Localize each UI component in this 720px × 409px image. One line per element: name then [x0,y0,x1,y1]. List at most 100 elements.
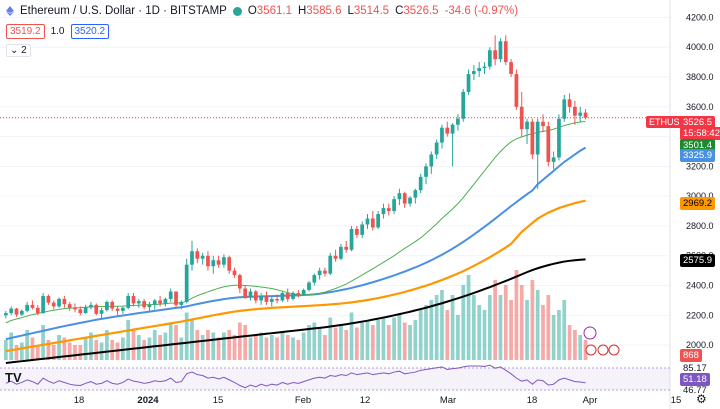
candle [78,309,83,314]
volume-bar [14,345,19,360]
candle [567,99,572,107]
volume-bar [264,337,269,360]
quantity-value[interactable]: 1.0 [50,26,65,37]
candle [264,295,269,302]
volume-bar [535,290,540,360]
candle [418,176,423,191]
candle [291,292,295,299]
candle [386,208,391,212]
volume-bar [152,330,157,360]
candle [9,308,14,314]
volume-bar [434,295,439,360]
us-flag-event-icon[interactable] [585,344,597,356]
candle [333,255,338,259]
volume-bar [456,315,460,360]
market-status-icon[interactable] [232,6,242,16]
rsi-upper-label: 85.17 [683,363,707,374]
tradingview-logo-icon[interactable]: TV [5,370,22,385]
volume-bar [573,330,577,360]
volume-bar [307,325,311,360]
ma-mid-line [5,146,587,341]
candle [110,301,115,309]
symbol-title[interactable]: Ethereum / U.S. Dollar · 1D · BITSTAMP [20,5,227,17]
volume-bar [46,340,51,360]
volume-bar [248,337,253,360]
price-tick: 3200.0 [686,161,714,171]
sell-button[interactable]: 3519.2 [6,24,45,39]
candle [370,218,375,228]
volume-bar [163,332,168,360]
volume-bar [67,342,72,360]
candle [573,106,577,116]
candle [349,228,354,250]
price-tick: 4200.0 [686,12,714,22]
us-flag-event-icon[interactable] [608,344,620,356]
candle [126,295,131,308]
candle [376,214,380,228]
buy-button[interactable]: 3520.2 [70,24,110,39]
candle [232,270,237,276]
volume-bar [275,337,279,360]
candle [174,291,178,305]
candle [487,50,492,67]
lightning-event-icon[interactable] [583,326,597,340]
candle [344,246,349,250]
candle [184,264,189,302]
volume-bar [131,330,136,360]
candle [503,41,508,63]
candle [461,91,466,119]
candle [216,260,221,265]
candle [408,197,412,204]
volume-bar [349,312,354,360]
volume-bar [216,337,221,360]
bar-countdown: 15:58:42 [680,127,720,140]
volume-bar [121,337,125,360]
candle [285,292,290,299]
volume-bar [370,325,375,360]
candle [535,121,540,155]
candle [498,41,503,60]
volume-bar [578,335,583,360]
volume-bar [110,340,115,360]
volume-bar [158,335,162,360]
volume-bar [376,320,380,360]
candle [136,301,141,304]
volume-bar [200,335,205,360]
volume-bar [147,337,152,360]
volume-bar [482,310,487,360]
trade-panel: 3519.2 1.0 3520.2 [6,24,110,39]
volume-bar [253,335,258,360]
price-tick: 3800.0 [686,72,714,82]
rsi-value-label: 51.18 [680,373,710,386]
us-flag-event-icon[interactable] [597,344,609,356]
volume-bar [424,305,428,360]
volume-bar [365,320,370,360]
volume-bar [41,325,45,360]
volume-bar [493,280,497,360]
volume-bar [19,342,24,360]
volume-bar [514,270,519,360]
candle [307,282,311,290]
indicators-toggle[interactable]: ⌄ 2 [6,44,31,57]
candle [94,304,99,314]
gear-icon[interactable]: ⚙ [696,392,707,406]
volume-bar [333,327,338,360]
price-tick: 3000.0 [686,191,714,201]
candle [83,307,88,314]
time-tick: Apr [583,395,598,406]
volume-bar [551,315,556,360]
candle [99,310,104,314]
ticker-tag: ETHUSD [646,116,690,128]
time-tick: 12 [360,395,371,406]
candle [392,199,396,212]
candle [163,298,168,304]
volume-bar [105,330,109,360]
volume-bar [509,300,513,360]
volume-bar [525,300,529,360]
volume-bar [546,295,551,360]
volume-bar [360,322,365,360]
ma-mid-label: 3325.9 [680,149,716,162]
ethereum-icon [6,6,14,16]
volume-bar [392,317,396,360]
